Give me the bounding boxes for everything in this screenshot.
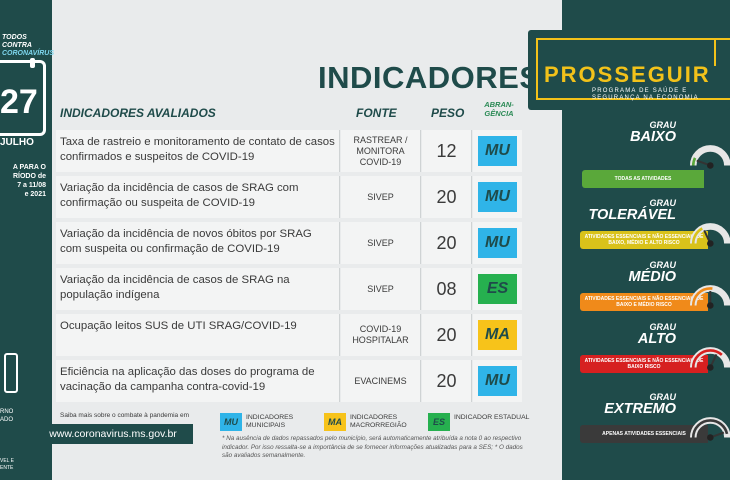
legend-label-ma: INDICADORES MACRORREGIÃO <box>350 414 407 429</box>
indicator-cell: Eficiência na aplicação das doses do pro… <box>56 360 340 402</box>
left-info-strip: TODOS CONTRA CORONAVÍRUS 27 JULHO A PARA… <box>0 0 54 480</box>
source-text: SIVEP <box>367 283 394 294</box>
table-row: Variação da incidência de casos de SRAG … <box>56 268 522 311</box>
legend-badge-ma: MA <box>324 413 346 431</box>
gauge-icon <box>689 285 730 309</box>
risk-level-prefix: GRAU <box>649 120 677 130</box>
risk-level-prefix: GRAU <box>649 198 677 208</box>
risk-level-activities: ATIVIDADES ESSENCIAIS e NÃO ESSENCIAIS D… <box>580 355 708 373</box>
table-row: Taxa de rastreio e monitoramento de cont… <box>56 130 522 173</box>
footnote: * Na ausência de dados repassados pelo m… <box>222 435 523 459</box>
site-url-link[interactable]: www.coronavirus.ms.gov.br <box>33 424 193 444</box>
risk-level-activities: TODAS AS ATIVIDADES <box>582 170 704 188</box>
source-cell: SIVEP <box>341 176 421 218</box>
scope-cell: MU <box>473 222 522 264</box>
weight-cell: 20 <box>422 360 472 402</box>
gauge-icon <box>689 347 730 371</box>
table-row: Variação da incidência de casos de SRAG … <box>56 176 522 219</box>
source-text: EVACINEMS <box>354 375 407 386</box>
weight-cell: 08 <box>422 268 472 310</box>
header-source: FONTE <box>356 106 397 120</box>
legend-badge-mu: MU <box>220 413 242 431</box>
legend-label-es: INDICADOR ESTADUAL <box>454 414 530 421</box>
header-scope: ABRAN- GÊNCIA <box>484 100 514 118</box>
risk-level-prefix: GRAU <box>649 392 677 402</box>
scope-badge: MU <box>478 366 517 396</box>
page-title: INDICADORES <box>318 60 541 95</box>
scope-cell: MA <box>473 314 522 356</box>
scope-badge: MU <box>478 182 517 212</box>
weight-cell: 12 <box>422 130 472 172</box>
risk-level-2: GRAU TOLERÁVEL ATIVIDADES ESSENCIAIS e NÃO… <box>562 198 730 264</box>
calendar-day: 27 <box>0 83 38 121</box>
gauge-icon <box>689 145 730 169</box>
gauge-icon <box>689 417 730 441</box>
calendar-icon <box>0 60 46 136</box>
risk-level-name: MÉDIO <box>628 269 676 285</box>
program-frame-tick <box>714 38 716 66</box>
program-frame <box>536 38 730 100</box>
risk-level-name: EXTREMO <box>604 401 676 417</box>
risk-level-1: GRAU BAIXO TODAS AS ATIVIDADES <box>562 120 730 188</box>
indicator-cell: Ocupação leitos SUS de UTI SRAG/COVID-19 <box>56 314 340 356</box>
indicator-cell: Variação da incidência de casos de SRAG … <box>56 176 340 218</box>
risk-level-name: ALTO <box>637 331 676 347</box>
table-row: Variação da incidência de novos óbitos p… <box>56 222 522 265</box>
scope-cell: MU <box>473 176 522 218</box>
source-text: RASTREAR / MONITORA COVID-19 <box>353 134 408 167</box>
calendar-ring-icon <box>30 58 35 68</box>
weight-cell: 20 <box>422 176 472 218</box>
program-title: PROSSEGUIR <box>544 62 711 87</box>
scope-cell: MU <box>473 130 522 172</box>
risk-level-3: GRAU MÉDIO ATIVIDADES ESSENCIAIS e NÃO ESS… <box>562 260 730 326</box>
scope-badge: MA <box>478 320 517 350</box>
legend-label-mu: INDICADORES MUNICIPAIS <box>246 414 294 429</box>
source-cell: COVID-19 HOSPITALAR <box>341 314 421 356</box>
source-cell: SIVEP <box>341 268 421 310</box>
table-row: Eficiência na aplicação das doses do pro… <box>56 360 522 403</box>
program-box <box>528 30 730 110</box>
source-text: SIVEP <box>367 237 394 248</box>
government-name-2: VEL E ENTE <box>0 458 14 471</box>
calendar-month: JULHO <box>0 137 34 148</box>
risk-level-prefix: GRAU <box>649 260 677 270</box>
scope-badge: ES <box>478 274 517 304</box>
indicator-cell: Taxa de rastreio e monitoramento de cont… <box>56 130 340 172</box>
scope-cell: ES <box>473 268 522 310</box>
scope-badge: MU <box>478 136 517 166</box>
source-cell: SIVEP <box>341 222 421 264</box>
header-indicators: INDICADORES AVALIADOS <box>60 106 216 120</box>
site-caption: Saiba mais sobre o combate à pandemia em <box>60 412 189 419</box>
source-text: COVID-19 HOSPITALAR <box>352 324 409 345</box>
risk-level-name: BAIXO <box>630 129 676 145</box>
risk-level-5: GRAU EXTREMO APENAS ATIVIDADES ESSENCIAIS <box>562 392 730 458</box>
source-text: SIVEP <box>367 191 394 202</box>
risk-level-prefix: GRAU <box>649 322 677 332</box>
source-cell: EVACINEMS <box>341 360 421 402</box>
legend-badge-es: ES <box>428 413 450 431</box>
indicator-cell: Variação da incidência de casos de SRAG … <box>56 268 340 310</box>
government-crest-icon <box>4 353 18 393</box>
weight-cell: 20 <box>422 314 472 356</box>
indicator-cell: Variação da incidência de novos óbitos p… <box>56 222 340 264</box>
scope-badge: MU <box>478 228 517 258</box>
risk-level-activities: ATIVIDADES ESSENCIAIS e NÃO ESSENCIAIS D… <box>580 293 708 311</box>
header-weight: PESO <box>431 106 465 120</box>
program-subtitle: PROGRAMA DE SAÚDE E SEGURANÇA NA ECONOMI… <box>592 88 699 101</box>
source-cell: RASTREAR / MONITORA COVID-19 <box>341 130 421 172</box>
risk-level-name: TOLERÁVEL <box>588 207 676 223</box>
campaign-logo: TODOS CONTRA CORONAVÍRUS <box>2 34 54 57</box>
risk-level-activities: APENAS ATIVIDADES ESSENCIAIS <box>580 425 708 443</box>
risk-level-4: GRAU ALTO ATIVIDADES ESSENCIAIS e NÃO ESSE… <box>562 322 730 388</box>
table-row: Ocupação leitos SUS de UTI SRAG/COVID-19… <box>56 314 522 357</box>
table-header: INDICADORES AVALIADOS FONTE PESO ABRAN- … <box>56 97 522 127</box>
government-name: RNO ADO <box>0 409 14 423</box>
risk-level-activities: ATIVIDADES ESSENCIAIS e NÃO ESSENCIAIS D… <box>580 231 708 249</box>
gauge-icon <box>689 223 730 247</box>
period-text: A PARA O RÍODO de 7 a 11/08 e 2021 <box>12 164 46 198</box>
weight-cell: 20 <box>422 222 472 264</box>
scope-cell: MU <box>473 360 522 402</box>
